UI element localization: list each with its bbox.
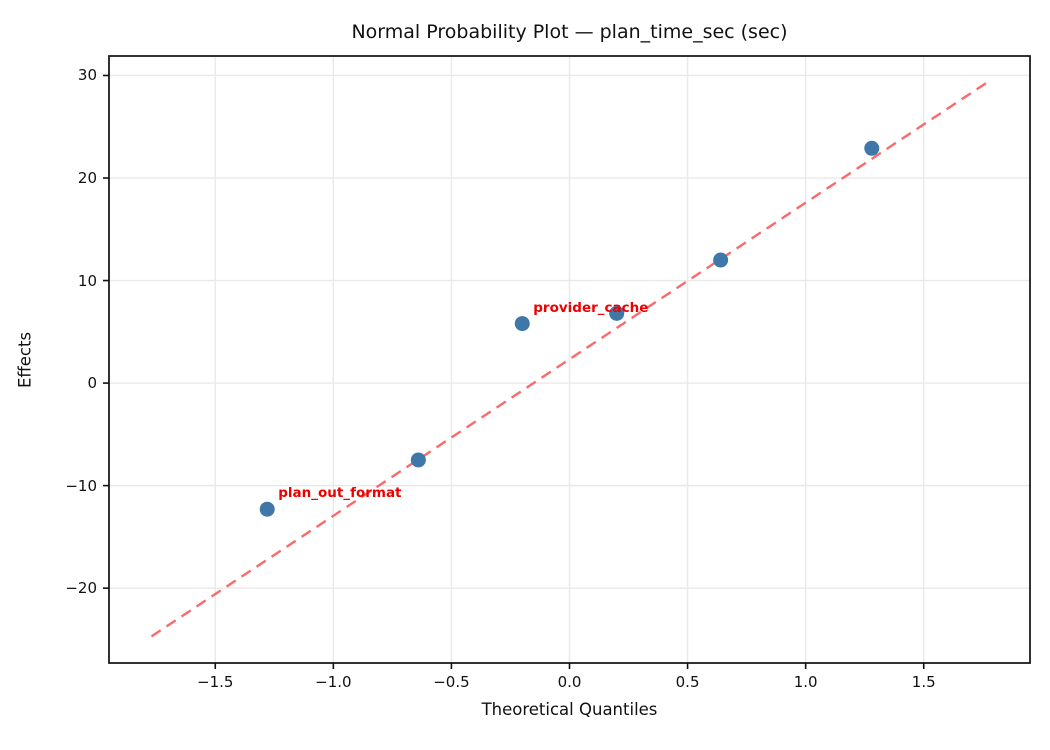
x-tick-label: −1.0 xyxy=(315,673,352,691)
point-annotation: provider_cache xyxy=(533,299,649,316)
data-point xyxy=(864,140,880,156)
x-tick-label: −1.5 xyxy=(197,673,234,691)
y-tick-label: 10 xyxy=(77,271,97,290)
y-tick-label: −20 xyxy=(65,579,97,598)
data-point xyxy=(410,452,426,468)
x-tick-label: 1.0 xyxy=(793,673,818,691)
x-tick-label: 0.0 xyxy=(557,673,582,691)
point-annotation: plan_out_format xyxy=(278,485,402,502)
y-tick-label: 20 xyxy=(77,169,97,187)
x-tick-label: 1.5 xyxy=(911,673,936,691)
trend-line xyxy=(150,81,989,638)
x-axis-label: Theoretical Quantiles xyxy=(481,700,658,719)
y-tick-label: −10 xyxy=(65,476,97,495)
chart-title: Normal Probability Plot — plan_time_sec … xyxy=(351,21,788,43)
y-tick-label: 0 xyxy=(87,374,97,393)
x-tick-label: 0.5 xyxy=(675,673,700,691)
data-point xyxy=(259,501,275,517)
data-point xyxy=(609,305,625,321)
data-point xyxy=(713,252,729,268)
data-point xyxy=(514,316,530,332)
x-tick-label: −0.5 xyxy=(433,673,470,691)
y-tick-label: 30 xyxy=(77,66,97,85)
